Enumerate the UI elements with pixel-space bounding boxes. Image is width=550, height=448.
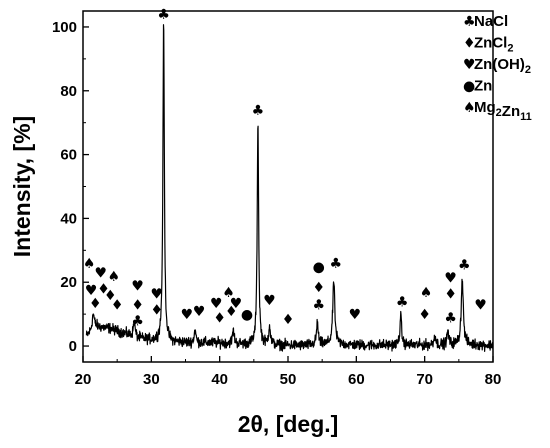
y-tick-label: 100 [52,19,77,36]
marker-club-icon: ♣ [458,258,471,274]
x-tick-label: 40 [211,371,228,388]
marker-spade-icon: ♠ [420,285,433,301]
legend-entry-label: Mg2Zn11 [474,99,532,123]
marker-spade-icon: ♠ [83,256,96,272]
legend-heart-icon: ♥ [463,57,476,73]
legend-entry-label: NaCl [474,13,508,30]
x-tick-label: 60 [348,371,365,388]
marker-diamond-icon: ♦ [89,296,102,312]
marker-heart-icon: ♥ [210,296,223,312]
marker-diamond-icon: ♦ [213,310,226,326]
y-tick-label: 0 [69,338,77,355]
marker-heart-icon: ♥ [94,266,107,282]
x-tick-label: 70 [416,371,433,388]
y-tick-label: 40 [60,210,77,227]
marker-heart-icon: ♥ [444,270,457,286]
marker-circle-icon: ● [241,307,253,323]
legend-entry-label: Zn [474,78,492,95]
marker-diamond-icon: ♦ [97,282,110,298]
legend-entry-label: Zn(OH)2 [474,56,531,76]
x-tick-label: 30 [143,371,160,388]
x-tick-label: 20 [75,371,92,388]
marker-heart-icon: ♥ [193,304,206,320]
marker-diamond-icon: ♦ [312,280,325,296]
legend-entry-label: ZnCl2 [474,35,513,55]
peak-markers: ♣♣♣ ♣♣♣♣ ♣♠♠♠ ♠♥♥ ♥ ♥♥ ♥ ♥♥♥ ♥♥♥♦♦♦♦ ♦ ♦ ♦ ♦ ♦♦♦♦●● [83,7,487,329]
marker-spade-icon: ♠ [107,269,120,285]
plot-area [85,24,494,353]
marker-diamond-icon: ♦ [444,286,457,302]
legend-club-icon: ♣ [463,14,476,30]
marker-club-icon: ♣ [131,314,144,330]
x-tick-label: 50 [280,371,297,388]
y-tick-label: 60 [60,147,77,164]
marker-diamond-icon: ♦ [104,288,117,304]
marker-heart-icon: ♥ [263,293,276,309]
marker-diamond-icon: ♦ [131,298,144,314]
marker-club-icon: ♣ [330,256,343,272]
marker-club-icon: ♣ [312,298,325,314]
plot-frame [82,10,494,363]
marker-heart-icon: ♥ [151,286,164,302]
marker-club-icon: ♣ [157,7,170,23]
marker-diamond-icon: ♦ [225,304,238,320]
x-axis-title: 2θ, [deg.] [238,411,339,437]
marker-heart-icon: ♥ [131,278,144,294]
y-tick-label: 20 [60,274,77,291]
marker-club-icon: ♣ [396,294,409,310]
marker-diamond-icon: ♦ [151,302,164,318]
marker-heart-icon: ♥ [349,307,362,323]
y-tick-label: 80 [60,83,77,100]
marker-diamond-icon: ♦ [418,307,431,323]
marker-diamond-icon: ♦ [111,298,124,314]
marker-diamond-icon: ♦ [282,312,295,328]
marker-club-icon: ♣ [252,103,265,119]
marker-spade-icon: ♠ [222,285,235,301]
y-axis-title: Intensity, [%] [9,116,35,257]
legend-circle-icon: ● [463,79,475,95]
marker-heart-icon: ♥ [230,296,243,312]
legend: ♣NaCl ♦ZnCl2 ♥Zn(OH)2 ●Zn ♠Mg2Zn11 [463,13,532,123]
marker-heart-icon: ♥ [474,298,487,314]
series-line-xrd-pattern [85,24,494,353]
marker-circle-icon: ● [313,259,325,275]
marker-heart-icon: ♥ [181,307,194,323]
legend-spade-icon: ♠ [463,100,476,116]
legend-diamond-icon: ♦ [463,36,476,52]
x-tick-label: 80 [485,371,502,388]
marker-heart-icon: ♥ [85,283,98,299]
marker-club-icon: ♣ [444,310,457,326]
